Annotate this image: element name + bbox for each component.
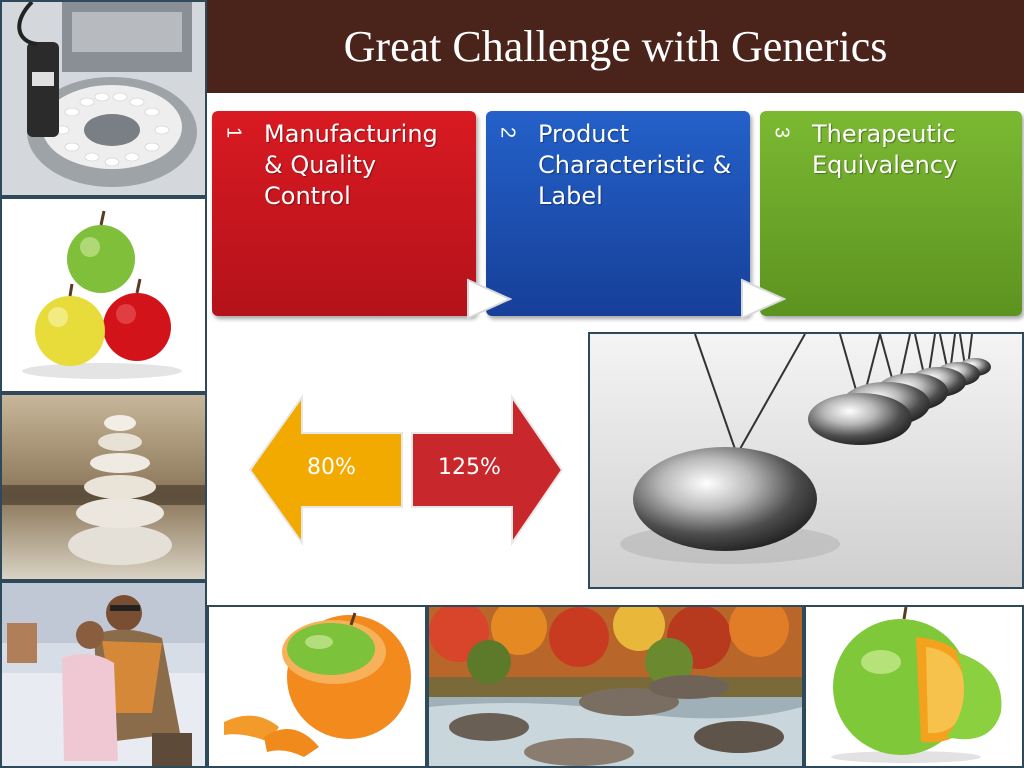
step-product-characteristic-label: 2 Product Characteristic & Label — [486, 111, 750, 316]
low-limit-label: 80% — [307, 455, 356, 480]
slide-title: Great Challenge with Generics — [207, 0, 1024, 93]
apple-in-orange-peel-image — [207, 605, 427, 768]
step-therapeutic-equivalency: 3 Therapeutic Equivalency — [760, 111, 1022, 316]
step-label: Manufacturing & Quality Control — [264, 120, 438, 210]
apples-image — [0, 197, 207, 393]
step-label: Therapeutic Equivalency — [812, 120, 958, 179]
step-number: 3 — [770, 126, 793, 139]
high-limit-arrow-icon — [411, 393, 564, 547]
stacked-stones-image — [0, 393, 207, 581]
step-connector-2-icon — [741, 278, 786, 320]
autumn-river-image — [427, 605, 804, 768]
step-manufacturing-quality-control: 1 Manufacturing & Quality Control — [212, 111, 476, 316]
step-label: Product Characteristic & Label — [538, 120, 732, 210]
step-number: 2 — [496, 126, 519, 139]
apple-with-orange-inside-image — [804, 605, 1024, 768]
newtons-cradle-image — [588, 332, 1024, 589]
step-number: 1 — [222, 126, 245, 139]
step-connector-1-icon — [467, 278, 512, 320]
father-child-image — [0, 581, 207, 768]
low-limit-arrow-icon — [248, 393, 403, 547]
pill-machine-image — [0, 0, 207, 197]
high-limit-label: 125% — [438, 455, 501, 480]
